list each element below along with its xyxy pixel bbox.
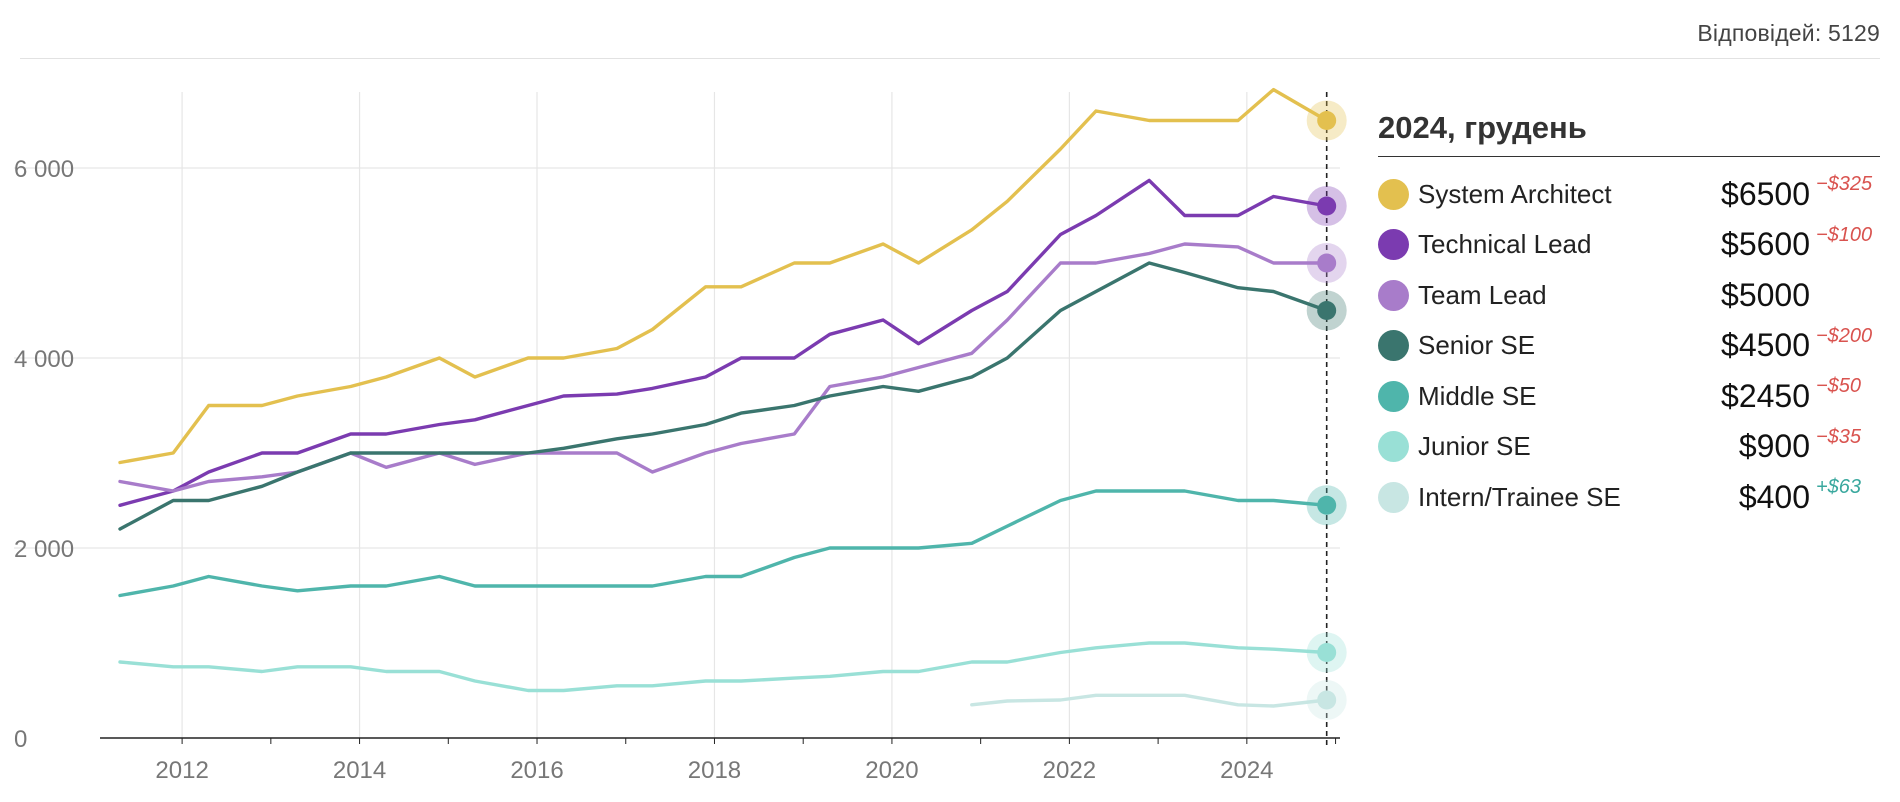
legend-item-delta: −$35 bbox=[1816, 425, 1862, 448]
legend-item-delta: −$50 bbox=[1816, 375, 1862, 397]
legend-item-value: $5000 bbox=[1721, 276, 1810, 313]
legend-item[interactable]: Technical Lead $5600 −$100 bbox=[1378, 220, 1880, 271]
legend-item-delta: −$200 bbox=[1816, 324, 1873, 347]
legend-swatch-icon bbox=[1378, 481, 1409, 513]
legend-item-value: $2450 bbox=[1721, 377, 1810, 414]
legend-item-name: Junior SE bbox=[1418, 431, 1531, 462]
series-line bbox=[970, 693, 1329, 708]
series-line bbox=[118, 261, 1329, 531]
legend-panel: 2024, грудень System Architect $6500 −$325… bbox=[1378, 110, 1880, 523]
legend-item-name: Senior SE bbox=[1418, 330, 1536, 361]
y-tick-label: 4 000 bbox=[14, 346, 74, 373]
series-end-point bbox=[1317, 196, 1337, 216]
chart-grid bbox=[14, 92, 1340, 738]
legend-item[interactable]: Intern/Trainee SE $400 +$63 bbox=[1378, 472, 1880, 523]
x-tick-label: 2014 bbox=[333, 757, 386, 784]
series-end-point bbox=[1317, 111, 1337, 130]
legend-item[interactable]: Middle SE $2450 −$50 bbox=[1378, 371, 1880, 422]
legend-item[interactable]: Junior SE $900 −$35 bbox=[1378, 422, 1880, 473]
legend-item-delta: +$63 bbox=[1816, 476, 1862, 498]
series-line bbox=[118, 489, 1329, 598]
legend-item-value: $4500 bbox=[1721, 327, 1810, 364]
x-tick-label: 2018 bbox=[688, 757, 741, 784]
legend-item-name: Intern/Trainee SE bbox=[1418, 481, 1621, 512]
series-line bbox=[118, 178, 1329, 507]
legend-title: 2024, грудень bbox=[1378, 110, 1880, 157]
legend-item[interactable]: Team Lead $5000 bbox=[1378, 270, 1880, 321]
series-end-point bbox=[1317, 495, 1337, 515]
legend-swatch-icon bbox=[1378, 431, 1409, 463]
x-tick-label: 2022 bbox=[1043, 757, 1096, 784]
series-end-point bbox=[1317, 643, 1337, 662]
legend-item-delta: −$100 bbox=[1816, 223, 1873, 246]
series-end-point bbox=[1317, 253, 1337, 273]
x-tick-label: 2024 bbox=[1220, 757, 1273, 784]
y-tick-label: 2 000 bbox=[14, 536, 74, 563]
legend-swatch-icon bbox=[1378, 330, 1409, 362]
x-tick-label: 2016 bbox=[510, 757, 563, 784]
legend-item[interactable]: System Architect $6500 −$325 bbox=[1378, 169, 1880, 220]
legend-swatch-icon bbox=[1378, 178, 1409, 210]
series-line bbox=[118, 87, 1329, 465]
legend-item-name: Middle SE bbox=[1418, 380, 1537, 411]
legend-list: System Architect $6500 −$325 Technical Lead… bbox=[1378, 169, 1880, 523]
legend-item-value: $400 bbox=[1738, 478, 1810, 515]
legend-item[interactable]: Senior SE $4500 −$200 bbox=[1378, 321, 1880, 372]
x-tick-label: 2012 bbox=[155, 757, 208, 784]
chart-marker bbox=[1306, 92, 1347, 746]
y-tick-label: 0 bbox=[14, 726, 27, 753]
legend-item-value: $6500 bbox=[1721, 175, 1810, 212]
legend-item-name: Technical Lead bbox=[1418, 229, 1592, 260]
x-tick-label: 2020 bbox=[865, 757, 918, 784]
series-end-point bbox=[1317, 690, 1337, 710]
responses-count: Відповідей: 5129 bbox=[1697, 20, 1880, 46]
header-divider bbox=[20, 58, 1880, 59]
series-line bbox=[118, 641, 1329, 693]
legend-swatch-icon bbox=[1378, 380, 1409, 412]
legend-item-name: System Architect bbox=[1418, 178, 1612, 209]
legend-swatch-icon bbox=[1378, 279, 1409, 311]
legend-item-value: $5600 bbox=[1721, 226, 1810, 263]
chart-series bbox=[118, 87, 1329, 708]
series-end-point bbox=[1317, 301, 1337, 320]
legend-item-delta: −$325 bbox=[1816, 173, 1873, 195]
line-chart: 2012 2014 2016 2018 2020 2022 2024 0 2 000 4 000 6… bbox=[14, 87, 1347, 784]
legend-swatch-icon bbox=[1378, 229, 1409, 261]
legend-item-name: Team Lead bbox=[1418, 279, 1547, 310]
legend-item-value: $900 bbox=[1738, 428, 1810, 465]
y-tick-label: 6 000 bbox=[14, 156, 74, 183]
chart-axes: 2012 2014 2016 2018 2020 2022 2024 0 2 000 4 000 6… bbox=[14, 156, 1340, 784]
